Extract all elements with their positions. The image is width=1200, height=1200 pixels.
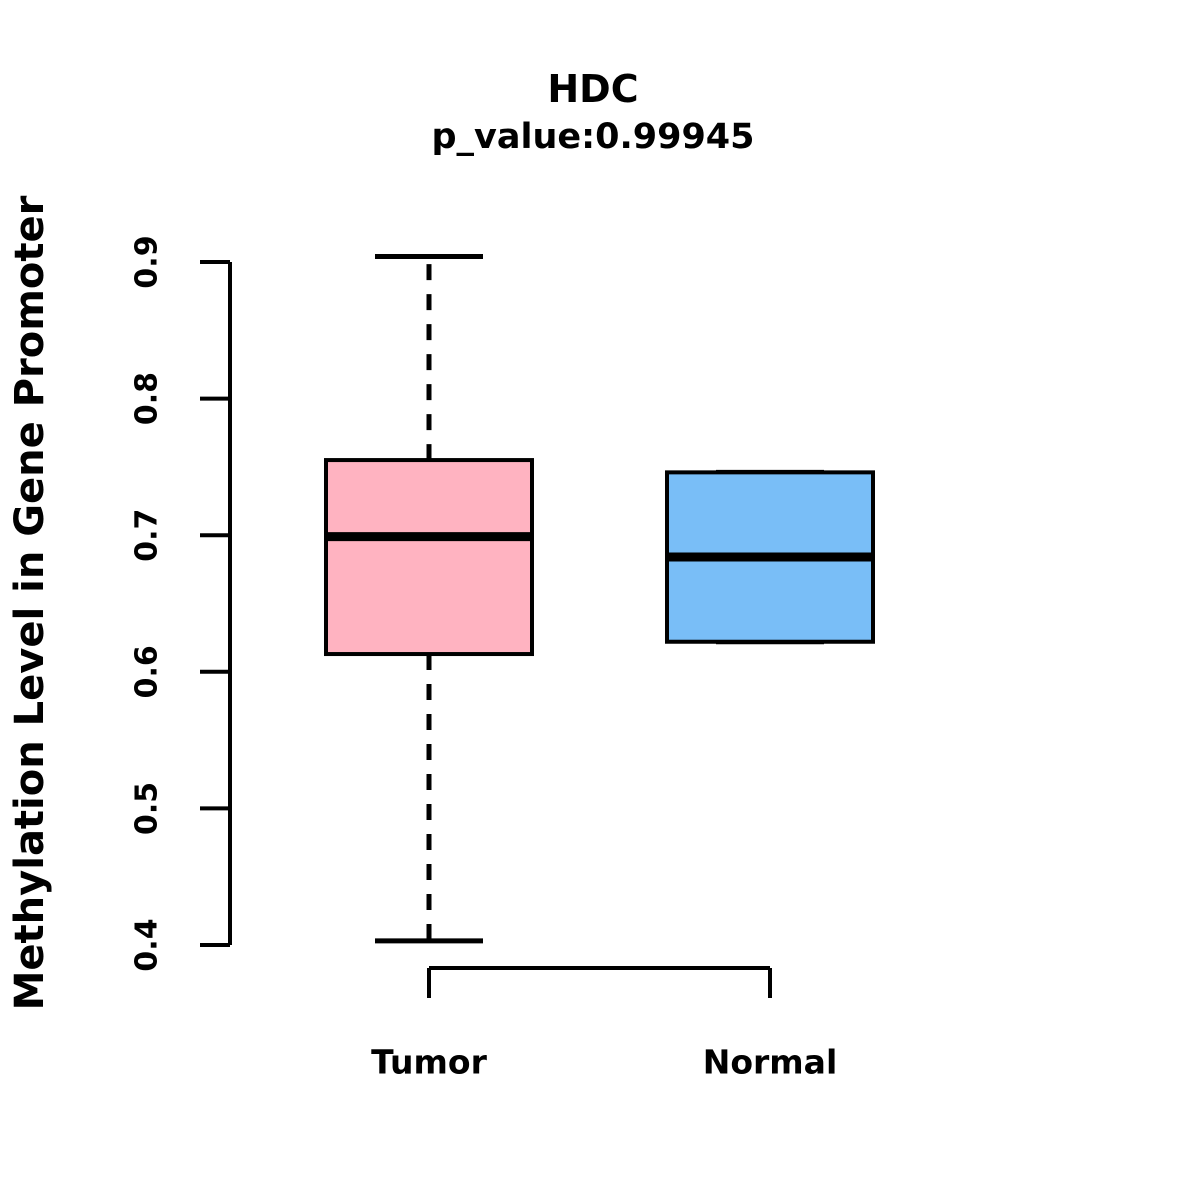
y-tick-label: 0.5 [130,782,165,835]
x-axis-label: Normal [703,1043,838,1082]
y-tick-label: 0.4 [130,918,165,971]
y-tick-label: 0.8 [130,372,165,425]
y-tick-label: 0.9 [130,235,165,288]
y-tick-label: 0.6 [130,645,165,698]
y-tick-label: 0.7 [130,509,165,562]
box-tumor [324,458,534,657]
chart-title: HDC [547,67,639,111]
x-axis-label: Tumor [371,1043,487,1082]
chart-subtitle: p_value:0.99945 [431,117,755,157]
